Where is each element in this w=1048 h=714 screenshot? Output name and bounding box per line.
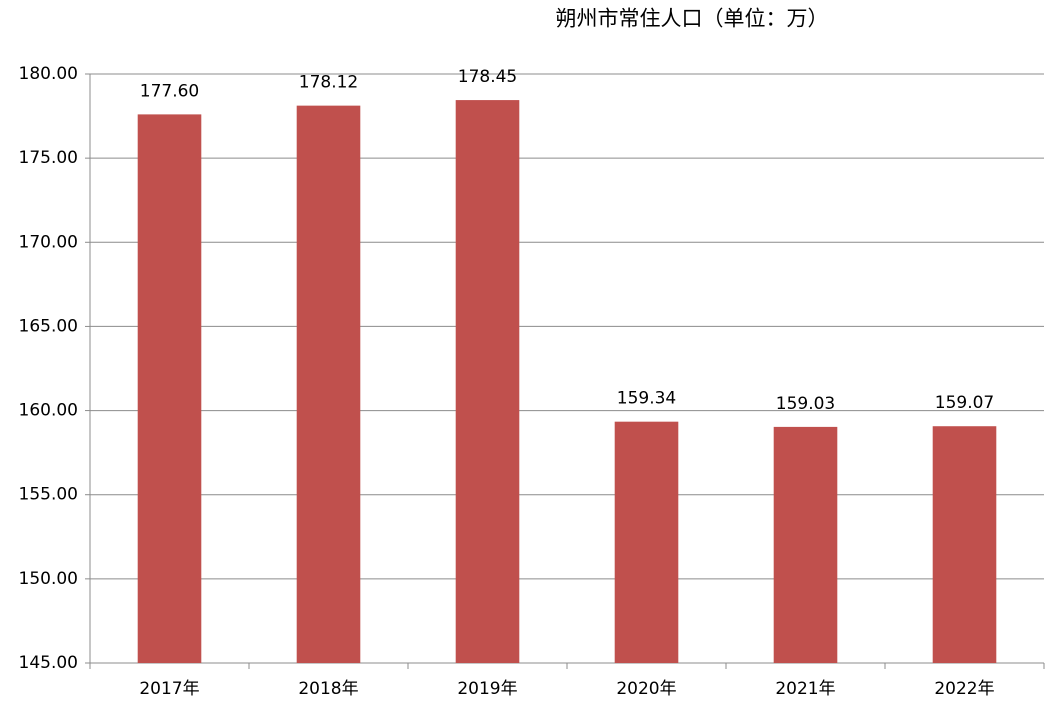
y-tick-label: 145.00 — [19, 653, 78, 673]
y-tick-label: 150.00 — [19, 569, 78, 589]
bar — [932, 426, 997, 663]
data-label: 178.45 — [458, 67, 517, 87]
y-tick-label: 160.00 — [19, 401, 78, 421]
data-label: 159.03 — [776, 394, 835, 414]
bar — [455, 100, 520, 663]
data-label: 177.60 — [140, 81, 199, 101]
y-tick-label: 170.00 — [19, 232, 78, 252]
bar — [773, 426, 838, 663]
x-tick-label: 2019年 — [457, 679, 517, 699]
data-label: 159.07 — [935, 393, 994, 413]
data-label: 159.34 — [617, 389, 676, 409]
data-label: 178.12 — [299, 73, 358, 93]
bar — [137, 114, 202, 664]
x-tick-label: 2020年 — [616, 679, 676, 699]
x-tick-label: 2017年 — [139, 679, 199, 699]
bar — [296, 105, 361, 664]
x-tick-label: 2022年 — [934, 679, 994, 699]
y-tick-label: 180.00 — [19, 64, 78, 84]
x-tick-label: 2021年 — [775, 679, 835, 699]
y-tick-label: 175.00 — [19, 148, 78, 168]
x-tick-label: 2018年 — [298, 679, 358, 699]
y-tick-label: 165.00 — [19, 316, 78, 336]
y-tick-label: 155.00 — [19, 485, 78, 505]
bar — [614, 421, 679, 663]
chart-title: 朔州市常住人口（单位：万） — [556, 7, 829, 31]
